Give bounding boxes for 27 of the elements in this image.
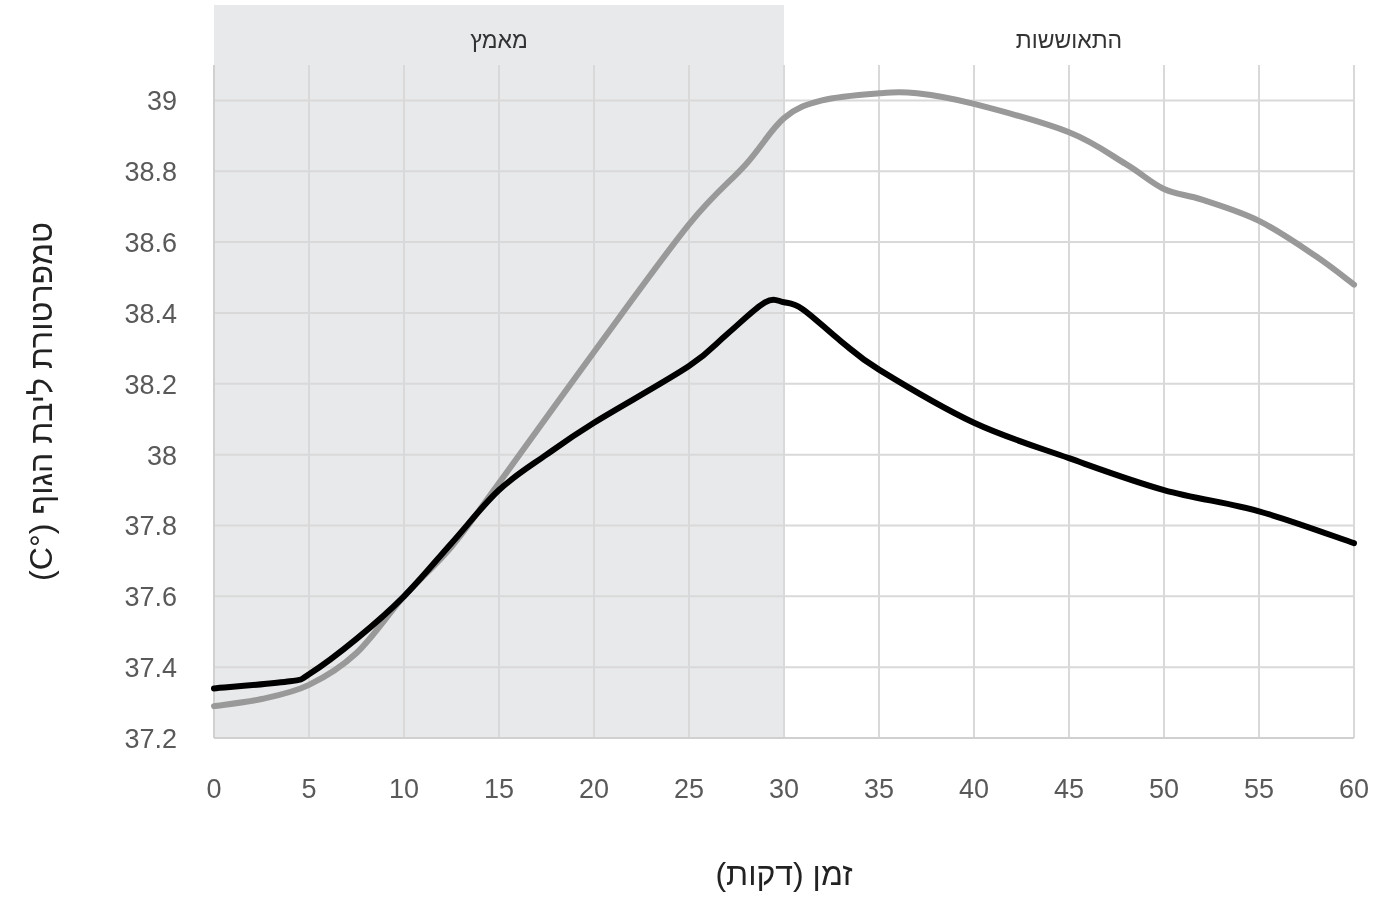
band-label: מאמץ [470, 27, 528, 53]
y-tick-label: 38 [146, 440, 177, 471]
y-tick-label: 39 [146, 86, 177, 117]
x-axis-title: זמן (דקות) [715, 856, 853, 892]
x-tick-label: 15 [483, 774, 515, 804]
y-tick-label: 38.8 [124, 157, 177, 188]
y-tick-label: 37.2 [124, 724, 177, 754]
y-tick-label: 38.2 [124, 369, 177, 400]
y-tick-label: 37.8 [124, 511, 177, 542]
x-tick-label: 40 [958, 774, 990, 804]
y-axis-title: טמפרטורת ליבת הגוף (°C) [23, 222, 59, 581]
x-tick-label: 5 [301, 774, 317, 804]
x-tick-label: 50 [1148, 774, 1180, 804]
x-tick-label: 45 [1053, 774, 1085, 804]
x-tick-label: 20 [578, 774, 610, 804]
x-tick-label: 35 [863, 774, 895, 804]
x-tick-label: 0 [206, 774, 222, 804]
y-tick-label: 38.4 [124, 298, 177, 329]
x-tick-label: 25 [673, 774, 705, 804]
x-tick-label: 30 [768, 774, 800, 804]
y-tick-label: 38.6 [124, 228, 177, 259]
x-tick-label: 60 [1338, 774, 1370, 804]
x-tick-label: 55 [1243, 774, 1275, 804]
x-tick-label: 10 [388, 774, 420, 804]
text: התאוששות [1015, 27, 1123, 53]
y-tick-label: 37.4 [124, 653, 177, 684]
y-tick-label: 37.6 [124, 582, 177, 613]
